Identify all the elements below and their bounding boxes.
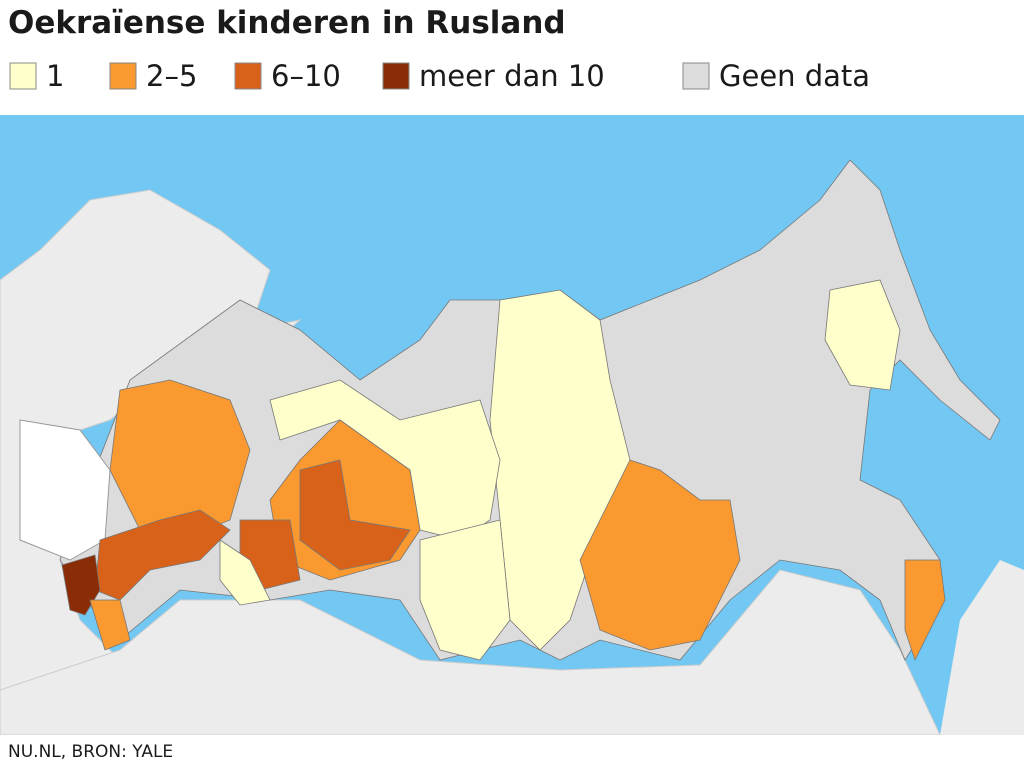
legend-label: 6–10 xyxy=(271,59,341,93)
region xyxy=(219,539,271,606)
asia xyxy=(0,569,941,736)
legend-swatch xyxy=(234,62,262,90)
legend: 1 2–5 6–10 meer dan 10 Geen data xyxy=(9,59,870,93)
legend-swatch xyxy=(9,62,37,90)
region xyxy=(299,459,411,571)
region xyxy=(824,279,901,391)
region xyxy=(419,519,511,661)
legend-label: Geen data xyxy=(719,59,870,93)
region xyxy=(94,509,231,601)
region xyxy=(904,559,946,662)
legend-label: meer dan 10 xyxy=(419,59,605,93)
legend-swatch xyxy=(382,62,410,90)
japan xyxy=(940,560,1024,735)
region xyxy=(89,599,131,651)
region xyxy=(109,379,251,541)
title: Oekraïense kinderen in Rusland xyxy=(8,5,566,41)
legend-label: 2–5 xyxy=(146,59,197,93)
legend-swatch xyxy=(109,62,137,90)
region xyxy=(579,459,741,651)
legend-label: 1 xyxy=(46,59,64,93)
footer-bg xyxy=(0,735,1024,768)
legend-swatch xyxy=(682,62,710,90)
source: NU.NL, BRON: YALE xyxy=(8,742,173,762)
map xyxy=(0,115,1024,736)
